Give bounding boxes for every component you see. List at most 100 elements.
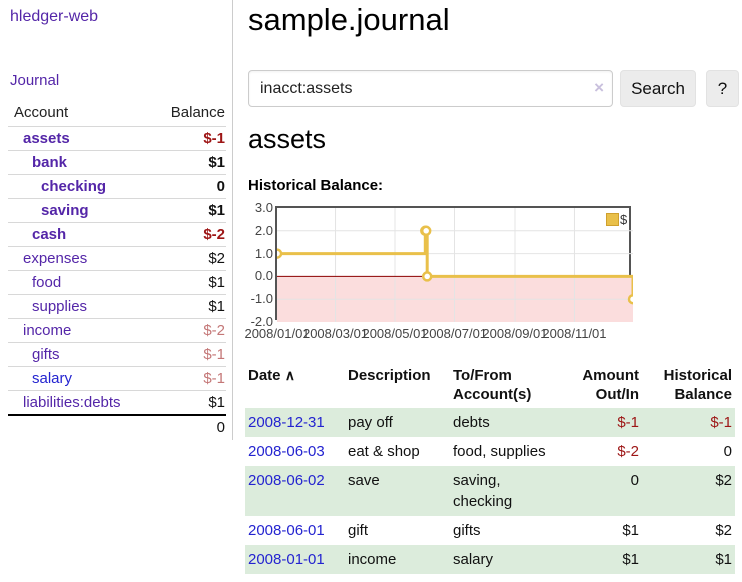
sidebar-account-link-salary[interactable]: salary [32,370,73,387]
transaction-amount-cell: $1 [622,551,639,568]
amount-column-header: Amount Out/In [582,367,639,403]
account-row: income $-2 [8,318,226,343]
x-axis-tick-label: 2008/09/01 [482,326,548,341]
transaction-row: 2008-01-01 income salary $1 $1 [245,545,735,574]
transaction-amount-cell: $-2 [617,443,639,460]
y-axis-tick-label: 0.0 [254,268,273,284]
account-balance-value: $1 [208,202,225,219]
account-name-cell: income [8,319,149,343]
account-row: bank $1 [8,150,226,175]
accounts-balance-table: Account Balance assets $-1 bank $1 checking 0… [8,100,226,439]
balance-column-header: Balance [170,104,225,121]
search-button[interactable]: Search [620,70,696,107]
account-row: checking 0 [8,174,226,199]
transaction-amount-cell: $1 [622,522,639,539]
x-axis-tick-label: 2008/11/01 [542,326,607,341]
sidebar-account-link-liabilities-debts[interactable]: liabilities:debts [23,394,121,411]
transaction-date-cell: 2008-06-02 [245,466,345,516]
sidebar-account-link-gifts[interactable]: gifts [32,346,60,363]
transaction-balance-cell: $1 [715,551,732,568]
accounts-total-value: 0 [216,419,225,436]
sidebar-account-link-saving[interactable]: saving [41,202,89,219]
x-axis-tick-label: 2008/07/01 [421,326,488,341]
transaction-description-cell: pay off [348,414,393,431]
transaction-date-link[interactable]: 2008-06-01 [248,522,325,539]
transaction-balance-cell: $-1 [710,414,732,431]
historical-balance-label: Historical Balance: [248,177,384,194]
y-axis-tick-label: -2.0 [250,314,273,329]
transaction-date-link[interactable]: 2008-06-03 [248,443,325,460]
sidebar-account-link-checking[interactable]: checking [41,178,107,195]
transaction-balance-cell: $2 [715,522,732,539]
sidebar-account-link-income[interactable]: income [23,322,72,339]
account-balance-value: $2 [208,250,225,267]
account-balance-value: $-1 [203,130,225,147]
y-axis-tick-label: 1.0 [254,245,273,261]
sidebar-item-journal[interactable]: Journal [10,72,60,89]
sidebar-account-link-expenses[interactable]: expenses [23,250,88,267]
transaction-accounts-cell: food, supplies [453,443,546,460]
accounts-table-body: assets $-1 bank $1 checking 0 saving $1 cash $-2 e… [8,126,226,416]
data-point-marker [420,225,432,237]
transaction-amount-cell: 0 [630,472,639,489]
transaction-date-cell: 2008-06-03 [245,437,345,466]
account-name-cell: supplies [8,295,149,319]
transaction-date-link[interactable]: 2008-01-01 [248,551,325,568]
account-name-cell: assets [8,127,149,151]
clear-search-icon[interactable]: × [594,78,604,97]
app-brand-link[interactable]: hledger-web [10,8,99,25]
date-column-header[interactable]: Date ∧ [245,362,345,408]
transaction-date-link[interactable]: 2008-06-02 [248,472,325,489]
sidebar-divider [232,0,233,440]
help-button[interactable]: ? [706,70,739,107]
balance-column-header-register: Historical Balance [663,367,732,403]
transaction-row: 2008-12-31 pay off debts $-1 $-1 [245,408,735,437]
account-balance-value: $-2 [203,226,225,243]
transaction-row: 2008-06-02 save saving, checking 0 $2 [245,466,735,516]
y-axis-tick-label: -1.0 [250,291,273,307]
transaction-accounts-cell: gifts [453,522,481,539]
account-name-cell: expenses [8,247,149,271]
sidebar-account-link-bank[interactable]: bank [32,154,68,171]
transaction-balance-cell: $2 [715,472,732,489]
account-row: cash $-2 [8,222,226,247]
account-balance-value: $1 [208,154,225,171]
transaction-description-cell: gift [348,522,369,539]
sidebar-account-link-supplies[interactable]: supplies [32,298,88,315]
page-title: sample.journal [248,2,450,37]
data-point-marker [627,293,633,305]
account-balance-value: $1 [208,298,225,315]
account-balance-value: $1 [208,274,225,291]
transaction-accounts-cell: salary [453,551,494,568]
account-row: liabilities:debts $1 [8,390,226,416]
transaction-row: 2008-06-03 eat & shop food, supplies $-2 0 [245,437,735,466]
account-row: expenses $2 [8,246,226,271]
transaction-date-link[interactable]: 2008-12-31 [248,414,325,431]
account-name-cell: food [8,271,149,295]
transaction-description-cell: income [348,551,397,568]
search-input[interactable] [248,70,613,107]
transaction-description-cell: save [348,472,380,489]
x-axis-tick-label: 2008/05/01 [362,326,428,341]
chart-legend: $ [606,212,627,227]
data-point-marker [277,248,283,259]
accounts-column-header: To/From Account(s) [453,367,532,403]
sidebar-account-link-assets[interactable]: assets [23,130,70,147]
y-axis-tick-label: 2.0 [254,222,273,238]
data-point-marker [421,271,433,282]
account-row: gifts $-1 [8,342,226,367]
sidebar-account-link-cash[interactable]: cash [32,226,67,243]
register-header-row: Date ∧ Description To/From Account(s) Am… [245,362,735,408]
account-row: food $1 [8,270,226,295]
description-column-header: Description [348,367,431,384]
historical-balance-chart: $ 3.0 2.0 1.0 0.0 -1.0 -2.0 2008/01/01 2008/03/… [244,201,742,347]
sort-ascending-icon: ∧ [284,367,295,383]
sidebar-account-link-food[interactable]: food [32,274,62,291]
account-column-header: Account [14,104,69,121]
account-name-cell: checking [8,175,149,199]
legend-swatch [606,213,619,226]
legend-label: $ [620,212,628,227]
account-balance-value: $-1 [203,346,225,363]
date-header-label: Date [248,367,281,384]
account-balance-value: $-2 [203,322,225,339]
